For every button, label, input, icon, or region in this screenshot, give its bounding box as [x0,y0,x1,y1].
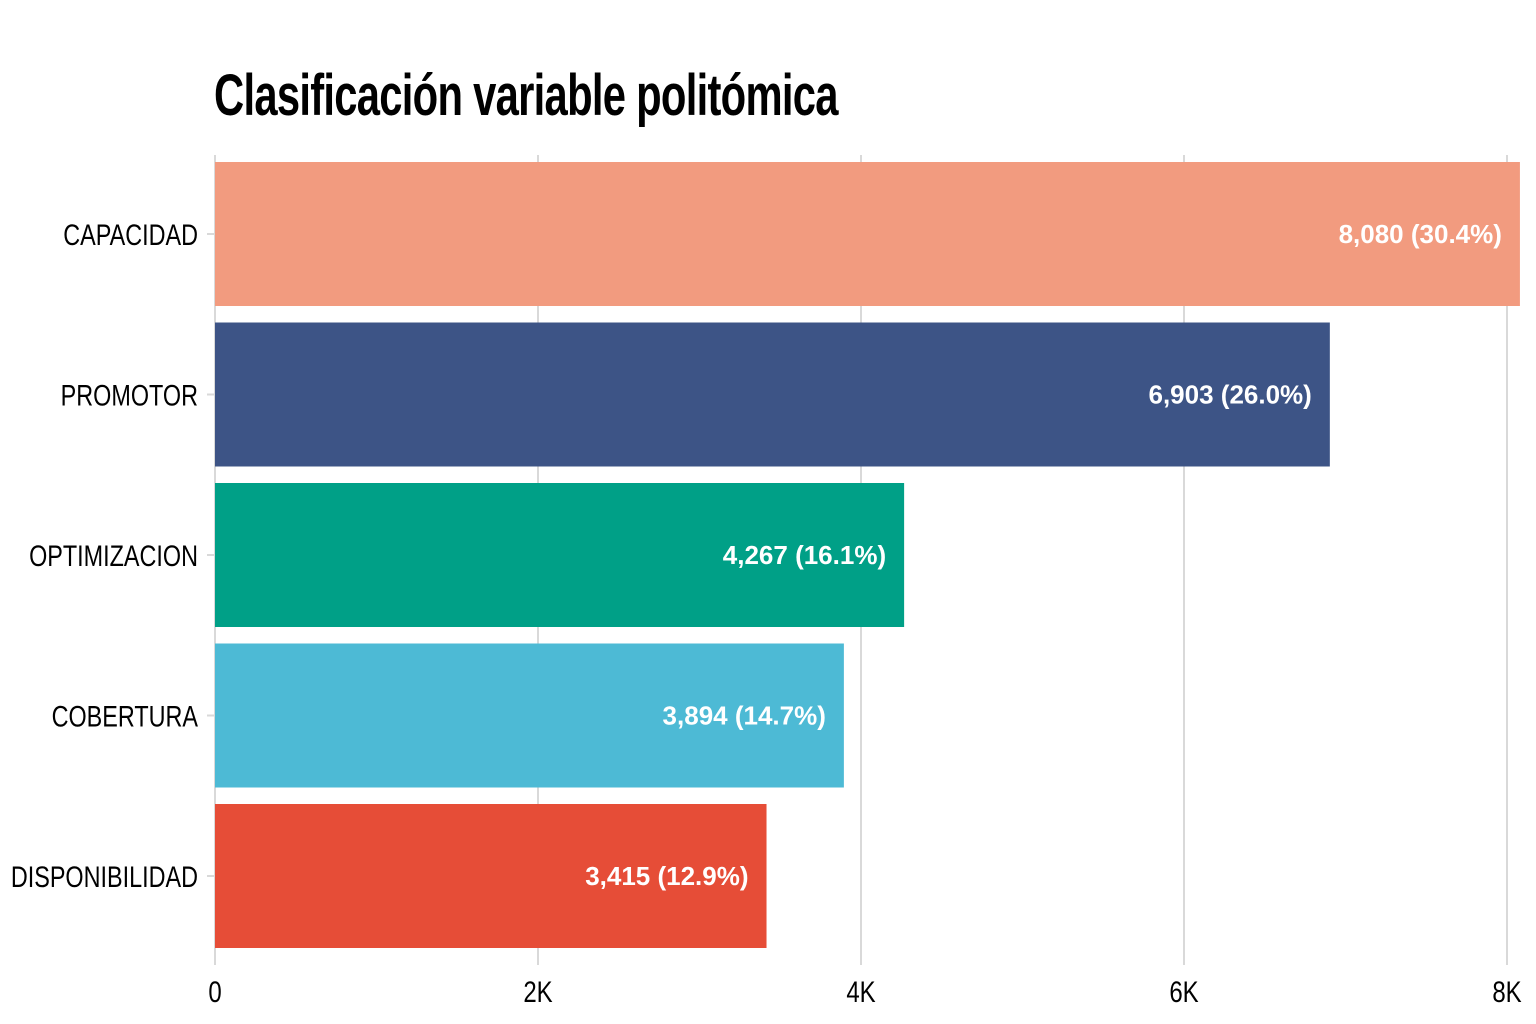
category-label: PROMOTOR [61,379,198,412]
x-tick-label: 2K [523,974,552,1008]
category-label: COBERTURA [52,700,198,733]
x-axis-ticks: 0 2K 4K 6K 8K [208,974,1521,1008]
bar-disponibilidad [215,804,767,948]
chart-title: Clasificación variable politómica [214,63,838,128]
bar-cobertura [215,643,844,788]
bar-promotor [215,322,1330,467]
data-labels: 8,080 (30.4%) 6,903 (26.0%) 4,267 (16.1%) 3… [585,219,1502,891]
data-label: 3,415 (12.9%) [585,861,748,891]
data-label: 4,267 (16.1%) [723,540,886,570]
data-label: 6,903 (26.0%) [1149,380,1312,410]
bars [215,162,1520,948]
x-tick-label: 6K [1169,974,1198,1008]
data-label: 8,080 (30.4%) [1339,219,1502,249]
category-label: DISPONIBILIDAD [11,860,198,893]
x-tick-label: 4K [846,974,875,1008]
category-label: OPTIMIZACION [29,539,198,572]
data-label: 3,894 (14.7%) [663,701,826,731]
category-labels: CAPACIDAD PROMOTOR OPTIMIZACION COBERTURA DI… [11,218,198,893]
category-label: CAPACIDAD [63,218,198,251]
x-tick-label: 8K [1492,974,1521,1008]
bar-optimizacion [215,483,905,627]
bar-capacidad [215,162,1520,306]
x-tick-label: 0 [208,974,221,1008]
